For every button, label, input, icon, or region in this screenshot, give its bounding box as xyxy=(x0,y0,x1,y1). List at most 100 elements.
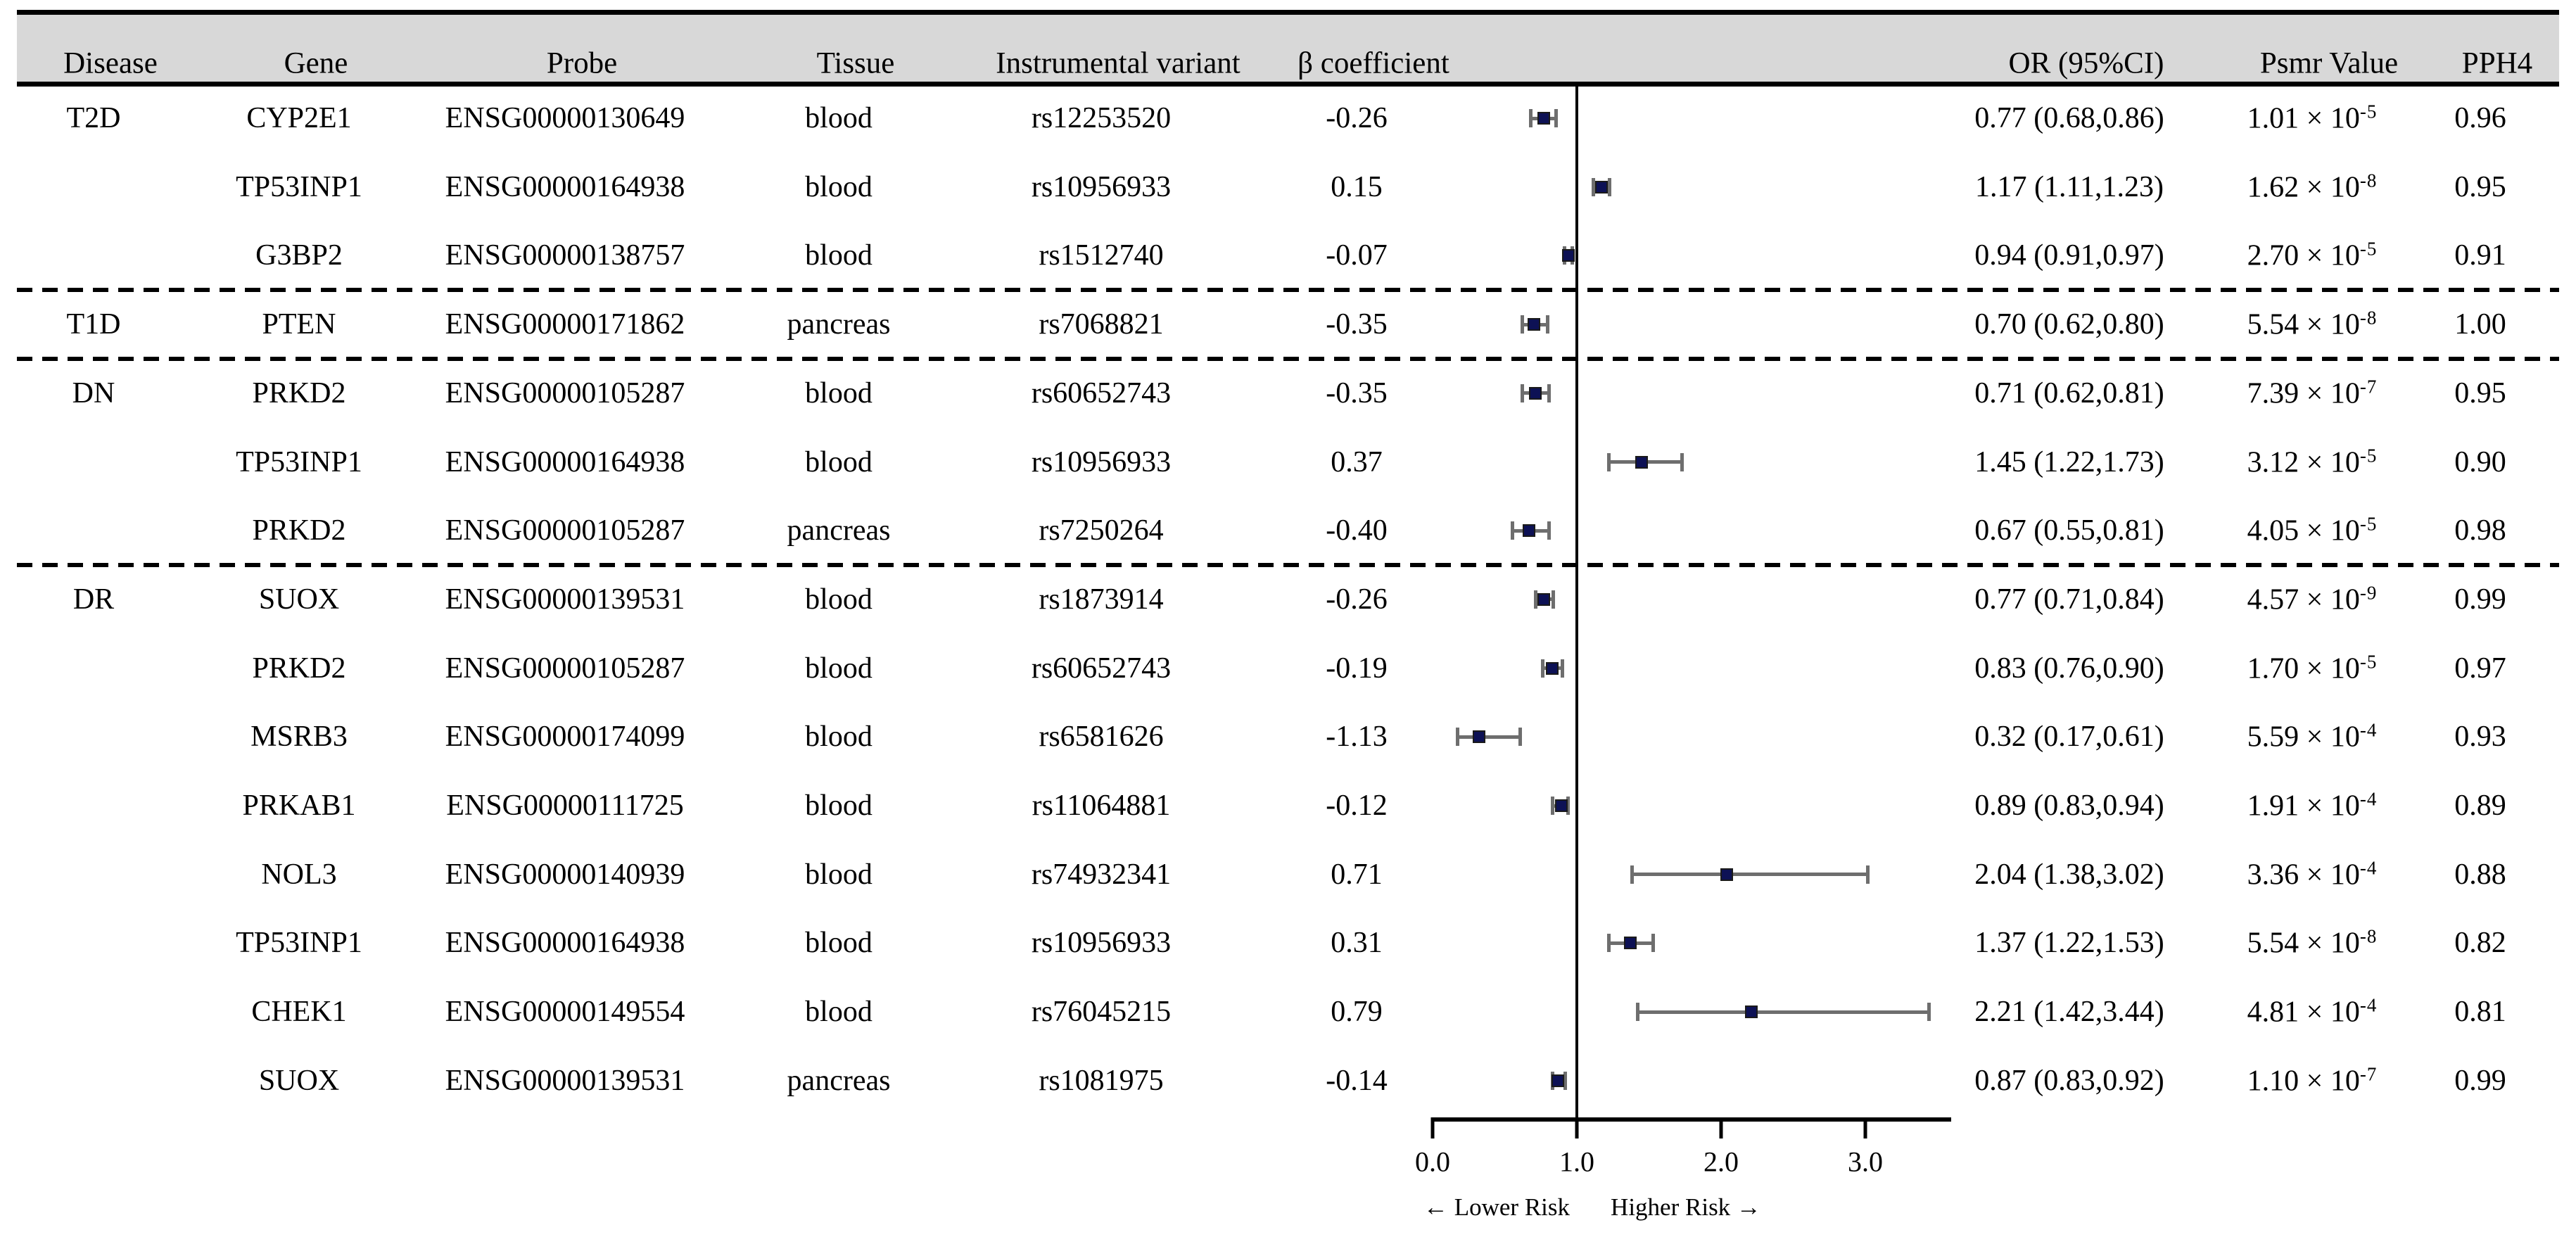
psmr-mantissa: 3.12 xyxy=(2247,446,2299,478)
variant-cell: rs74932341 xyxy=(1031,858,1172,891)
psmr-base: × 10 xyxy=(2299,377,2360,410)
beta-cell: -0.12 xyxy=(1326,789,1388,822)
tissue-cell: pancreas xyxy=(787,514,891,547)
psmr-mantissa: 1.70 xyxy=(2247,652,2299,685)
or-ci-cell: 1.17 (1.11,1.23) xyxy=(1975,170,2164,203)
psmr-cell: 1.70 × 10-5 xyxy=(2247,651,2378,685)
or-point-marker xyxy=(1720,868,1734,881)
ci-lower-cap xyxy=(1521,383,1525,402)
x-axis-tick xyxy=(1863,1117,1867,1138)
probe-cell: ENSG00000139531 xyxy=(445,1064,685,1097)
psmr-exponent: -4 xyxy=(2359,857,2378,879)
or-point-marker xyxy=(1537,112,1550,125)
or-point-marker xyxy=(1537,592,1550,606)
psmr-exponent: -5 xyxy=(2359,651,2378,673)
ci-lower-cap xyxy=(1630,865,1635,884)
or-ci-cell: 1.45 (1.22,1.73) xyxy=(1974,445,2164,478)
psmr-exponent: -9 xyxy=(2359,582,2378,604)
header-pph4: PPH4 xyxy=(2461,46,2533,80)
ci-lower-cap xyxy=(1607,452,1611,471)
pph4-cell: 1.00 xyxy=(2454,308,2506,341)
psmr-exponent: -7 xyxy=(2359,1063,2378,1085)
table-header: Disease Gene Probe Tissue Instrumental v… xyxy=(17,15,2559,82)
or-point-marker xyxy=(1546,661,1559,675)
confidence-interval-line xyxy=(1632,873,1869,877)
pph4-cell: 0.98 xyxy=(2454,514,2506,547)
psmr-mantissa: 1.62 xyxy=(2247,171,2299,204)
disease-cell: DR xyxy=(72,583,115,616)
beta-cell: -0.07 xyxy=(1326,239,1388,272)
psmr-cell: 5.54 × 10-8 xyxy=(2247,307,2378,342)
tissue-cell: blood xyxy=(805,445,873,478)
psmr-cell: 3.12 × 10-5 xyxy=(2247,445,2378,479)
or-ci-cell: 2.21 (1.42,3.44) xyxy=(1974,996,2164,1029)
tissue-cell: blood xyxy=(805,583,873,616)
or-point-marker xyxy=(1635,455,1649,469)
variant-cell: rs7250264 xyxy=(1039,514,1164,547)
or-ci-cell: 0.94 (0.91,0.97) xyxy=(1974,239,2164,272)
header-or-ci: OR (95%CI) xyxy=(2008,46,2164,80)
or-point-marker xyxy=(1527,318,1540,331)
variant-cell: rs10956933 xyxy=(1031,445,1172,478)
beta-cell: -1.13 xyxy=(1326,721,1388,754)
variant-cell: rs1512740 xyxy=(1039,239,1164,272)
gene-cell: SUOX xyxy=(258,1064,340,1097)
tissue-cell: blood xyxy=(805,652,873,685)
pph4-cell: 0.89 xyxy=(2454,789,2506,822)
x-axis-line xyxy=(1433,1117,1951,1122)
beta-cell: 0.15 xyxy=(1331,170,1383,203)
psmr-cell: 2.70 × 10-5 xyxy=(2247,239,2378,273)
psmr-base: × 10 xyxy=(2299,446,2360,478)
psmr-mantissa: 2.70 xyxy=(2247,239,2299,272)
beta-cell: -0.26 xyxy=(1326,102,1388,134)
pph4-cell: 0.99 xyxy=(2454,1064,2506,1097)
or-point-marker xyxy=(1745,1006,1758,1019)
psmr-base: × 10 xyxy=(2299,583,2360,616)
pph4-cell: 0.81 xyxy=(2454,996,2506,1029)
pph4-cell: 0.88 xyxy=(2454,858,2506,891)
ci-lower-cap xyxy=(1591,177,1595,196)
psmr-mantissa: 4.57 xyxy=(2247,583,2299,616)
disease-cell: DN xyxy=(72,376,115,410)
variant-cell: rs11064881 xyxy=(1032,789,1171,822)
psmr-mantissa: 3.36 xyxy=(2247,858,2299,892)
probe-cell: ENSG00000139531 xyxy=(445,583,685,616)
header-gene: Gene xyxy=(284,46,348,80)
psmr-mantissa: 1.01 xyxy=(2247,102,2299,135)
psmr-mantissa: 1.91 xyxy=(2247,789,2299,823)
probe-cell: ENSG00000171862 xyxy=(445,308,685,341)
beta-cell: -0.35 xyxy=(1326,308,1388,341)
gene-cell: NOL3 xyxy=(261,858,337,891)
variant-cell: rs60652743 xyxy=(1031,376,1172,410)
or-ci-cell: 2.04 (1.38,3.02) xyxy=(1974,858,2164,891)
probe-cell: ENSG00000138757 xyxy=(445,239,685,272)
ci-upper-cap xyxy=(1518,728,1523,747)
probe-cell: ENSG00000105287 xyxy=(445,652,685,685)
x-axis-tick xyxy=(1719,1117,1723,1138)
variant-cell: rs10956933 xyxy=(1031,170,1172,203)
higher-risk-label: Higher Risk → xyxy=(1611,1193,1761,1221)
gene-cell: G3BP2 xyxy=(255,239,343,272)
or-ci-cell: 1.37 (1.22,1.53) xyxy=(1974,927,2164,960)
beta-cell: -0.14 xyxy=(1326,1064,1388,1097)
or-ci-cell: 0.87 (0.83,0.92) xyxy=(1974,1064,2164,1097)
gene-cell: TP53INP1 xyxy=(236,927,362,960)
tissue-cell: blood xyxy=(805,858,873,891)
or-ci-cell: 0.32 (0.17,0.61) xyxy=(1974,721,2164,754)
table-top-rule xyxy=(17,10,2559,15)
gene-cell: TP53INP1 xyxy=(236,445,362,478)
pph4-cell: 0.95 xyxy=(2454,376,2506,410)
x-axis-tick xyxy=(1430,1117,1435,1138)
variant-cell: rs12253520 xyxy=(1031,102,1172,134)
psmr-exponent: -5 xyxy=(2359,238,2378,260)
or-ci-cell: 0.77 (0.71,0.84) xyxy=(1974,583,2164,616)
psmr-mantissa: 4.05 xyxy=(2247,514,2299,547)
probe-cell: ENSG00000164938 xyxy=(445,445,685,478)
table-header-rule xyxy=(17,82,2559,87)
ci-lower-cap xyxy=(1636,1003,1640,1022)
